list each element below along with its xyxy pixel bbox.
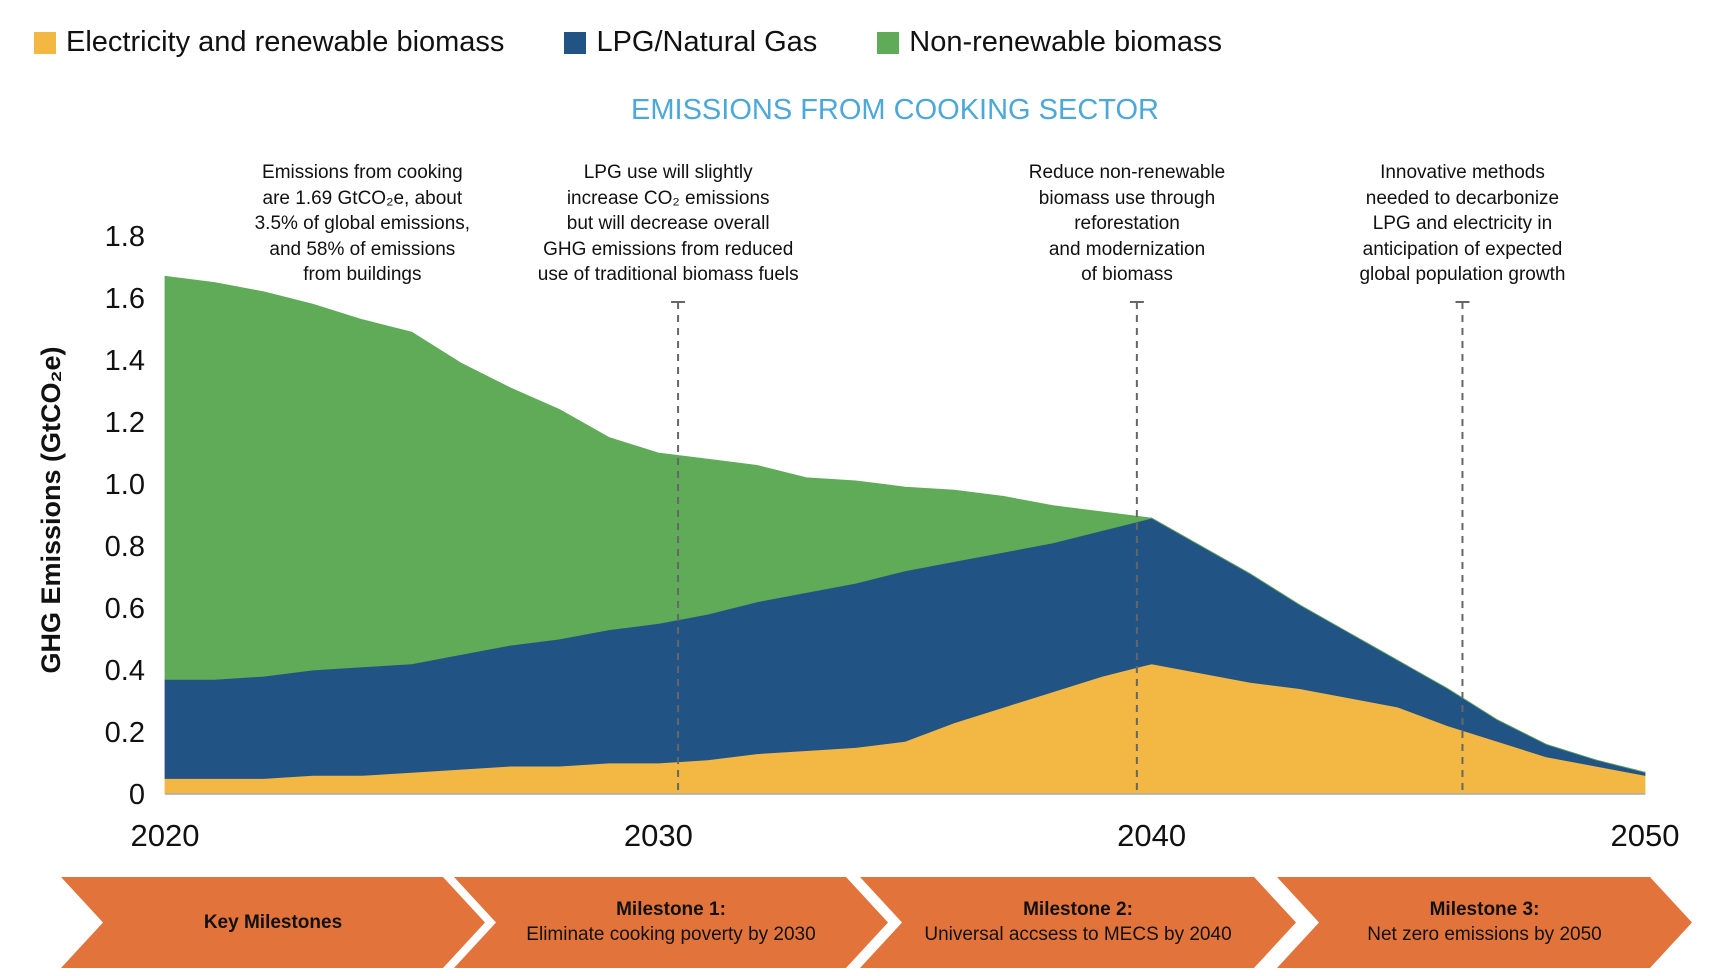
- chart-title: EMISSIONS FROM COOKING SECTOR: [631, 94, 1159, 126]
- y-tick-label: 1.2: [105, 407, 145, 439]
- annotation: Reduce non-renewable biomass use through r…: [957, 160, 1297, 288]
- milestone-chevron: [61, 877, 485, 968]
- milestone-title: Milestone 2:: [1023, 899, 1133, 920]
- y-tick-label: 0.2: [105, 717, 145, 749]
- annotation-line: from buildings: [303, 264, 422, 285]
- annotation-line: reforestation: [1074, 213, 1180, 234]
- y-tick-label: 0.4: [105, 655, 145, 687]
- milestone-label: Milestone 1: Eliminate cooking poverty by…: [496, 897, 846, 947]
- annotation-line: LPG and electricity in: [1372, 213, 1553, 234]
- annotation-line: Emissions from cooking: [262, 162, 463, 183]
- x-tick-label: 2020: [131, 818, 200, 853]
- milestone-chevron: [860, 877, 1296, 968]
- legend-item-electricity: Electricity and renewable biomass: [34, 26, 504, 59]
- annotation-line: biomass use through: [1038, 187, 1216, 209]
- annotation-line: anticipation of expected: [1362, 238, 1563, 260]
- annotation-line: use of traditional biomass fuels: [537, 264, 799, 285]
- legend: Electricity and renewable biomass LPG/Na…: [34, 26, 1222, 59]
- annotation-line: and 58% of emissions: [269, 238, 456, 260]
- milestone-chevron: [454, 877, 888, 968]
- milestone-text: Net zero emissions by 2050: [1367, 924, 1602, 945]
- annotation-line: are 1.69 GtCO₂e, about: [262, 187, 463, 209]
- legend-item-lpg: LPG/Natural Gas: [564, 26, 817, 59]
- annotation: Innovative methods needed to decarbonize L…: [1292, 160, 1632, 288]
- annotation-line: but will decrease overall: [566, 213, 770, 234]
- x-tick-label: 2030: [624, 818, 693, 853]
- y-tick-label: 1.0: [105, 469, 145, 501]
- y-axis-title: GHG Emissions (GtCO₂e): [36, 346, 66, 673]
- legend-swatch: [877, 31, 900, 54]
- annotation-line: global population growth: [1359, 264, 1566, 285]
- milestone-label: Milestone 3: Net zero emissions by 2050: [1319, 897, 1650, 947]
- x-tick-label: 2040: [1117, 818, 1186, 853]
- area-series-2: [164, 275, 1646, 773]
- y-tick-label: 0.6: [105, 593, 145, 625]
- y-tick-label: 1.4: [105, 345, 145, 377]
- milestone-title: Key Milestones: [203, 912, 343, 933]
- milestone-text: Universal accsess to MECS by 2040: [924, 924, 1232, 945]
- annotation: LPG use will slightly increase CO₂ emissi…: [498, 160, 838, 288]
- annotation-line: Reduce non-renewable: [1028, 162, 1226, 183]
- annotation-line: 3.5% of global emissions,: [254, 213, 471, 234]
- milestone-chevron: [1277, 877, 1692, 968]
- milestone-title: Milestone 1:: [616, 899, 726, 920]
- y-tick-label: 0: [129, 779, 145, 811]
- annotation-line: increase CO₂ emissions: [566, 187, 770, 209]
- y-tick-label: 0.8: [105, 531, 145, 563]
- annotation-line: of biomass: [1081, 264, 1173, 285]
- annotation-line: LPG use will slightly: [583, 162, 753, 183]
- annotation-line: and modernization: [1048, 238, 1206, 260]
- x-tick-label: 2050: [1611, 818, 1680, 853]
- milestone-title: Milestone 3:: [1429, 899, 1540, 920]
- legend-label: LPG/Natural Gas: [596, 26, 818, 58]
- annotation: Emissions from cooking are 1.69 GtCO₂e, a…: [192, 160, 532, 288]
- legend-item-nonrenewable: Non-renewable biomass: [877, 26, 1222, 59]
- annotation-line: GHG emissions from reduced: [543, 238, 794, 260]
- milestone-text: Eliminate cooking poverty by 2030: [526, 924, 816, 945]
- y-tick-label: 1.8: [105, 221, 145, 253]
- legend-label: Electricity and renewable biomass: [66, 26, 505, 58]
- milestone-label: Key Milestones: [103, 910, 443, 935]
- milestone-label: Milestone 2: Universal accsess to MECS by…: [902, 897, 1254, 947]
- annotation-line: needed to decarbonize: [1365, 187, 1560, 209]
- annotation-line: Innovative methods: [1380, 162, 1545, 183]
- legend-swatch: [34, 31, 56, 54]
- legend-swatch: [564, 31, 587, 54]
- legend-label: Non-renewable biomass: [909, 26, 1222, 58]
- y-tick-label: 1.6: [105, 283, 145, 315]
